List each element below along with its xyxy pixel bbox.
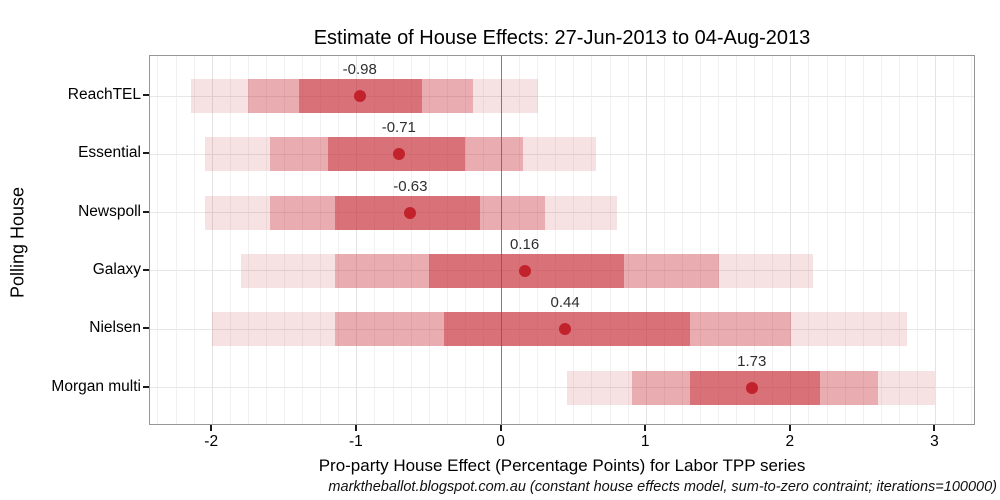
estimate-dot-galaxy [518, 264, 531, 277]
y-tick-label-newspoll: Newspoll [78, 202, 141, 220]
gridline-minor-vertical [953, 56, 955, 424]
gridline-minor-vertical [320, 56, 322, 424]
estimate-dot-reachtel [353, 90, 366, 102]
gridline-minor-vertical [229, 56, 231, 424]
gridline-minor-vertical [410, 56, 412, 424]
gridline-minor-vertical [446, 56, 448, 424]
gridline-major-vertical [934, 56, 936, 424]
gridline-minor-vertical [609, 56, 611, 424]
x-tick-label: 1 [640, 433, 650, 450]
gridline-horizontal [150, 270, 974, 272]
y-tick-label-nielsen: Nielsen [89, 319, 141, 337]
gridline-horizontal [150, 387, 974, 389]
gridline-minor-vertical [880, 56, 882, 424]
x-tick-mark [354, 425, 357, 431]
x-tick-label: -1 [348, 433, 363, 450]
estimate-label: 0.44 [550, 294, 580, 312]
gridline-minor-vertical [916, 56, 918, 424]
x-tick-mark [499, 425, 502, 431]
gridline-minor-vertical [808, 56, 810, 424]
zero-reference-line [500, 56, 503, 424]
x-tick-mark [644, 425, 647, 431]
estimate-dot-newspoll [404, 206, 417, 219]
estimate-label: 1.73 [737, 352, 767, 370]
gridline-minor-vertical [699, 56, 701, 424]
x-tick-label: 3 [930, 433, 939, 450]
gridline-major-vertical [356, 56, 358, 424]
gridline-horizontal [150, 212, 974, 214]
chart-title: Estimate of House Effects: 27-Jun-2013 t… [313, 27, 811, 49]
gridline-minor-vertical [519, 56, 521, 424]
gridline-minor-vertical [374, 56, 376, 424]
x-tick-label: -2 [204, 433, 219, 450]
y-tick-mark [143, 210, 149, 213]
x-tick-mark [210, 425, 213, 431]
y-tick-mark [143, 327, 149, 330]
gridline-horizontal [150, 153, 974, 155]
gridline-minor-vertical [392, 56, 394, 424]
y-tick-label-reachtel: ReachTEL [67, 86, 141, 103]
gridline-minor-vertical [482, 56, 484, 424]
gridline-minor-vertical [302, 56, 304, 424]
gridline-minor-vertical [428, 56, 430, 424]
estimate-dot-nielsen [559, 323, 572, 336]
gridline-minor-vertical [338, 56, 340, 424]
gridline-minor-vertical [464, 56, 466, 424]
y-tick-mark [143, 94, 149, 96]
y-axis-title: Polling House [7, 186, 28, 299]
gridline-minor-vertical [193, 56, 195, 424]
gridline-minor-vertical [772, 56, 774, 424]
gridline-major-vertical [790, 56, 792, 424]
x-tick-label: 0 [496, 433, 505, 450]
y-tick-label-galaxy: Galaxy [92, 260, 141, 278]
gridline-minor-vertical [627, 56, 629, 424]
estimate-label: -0.98 [342, 61, 377, 78]
gridline-minor-vertical [573, 56, 575, 424]
gridline-minor-vertical [247, 56, 249, 424]
gridline-major-vertical [645, 56, 647, 424]
gridline-major-vertical [211, 56, 213, 424]
gridline-minor-vertical [681, 56, 683, 424]
gridline-minor-vertical [971, 56, 973, 424]
estimate-label: -0.63 [393, 177, 428, 195]
x-tick-mark [933, 425, 936, 431]
gridline-minor-vertical [157, 56, 159, 424]
gridline-minor-vertical [265, 56, 267, 424]
estimate-label: -0.71 [381, 119, 416, 137]
gridline-minor-vertical [718, 56, 719, 424]
gridline-minor-vertical [537, 56, 539, 424]
gridline-horizontal [150, 95, 974, 97]
estimate-dot-essential [392, 148, 405, 161]
gridline-minor-vertical [284, 56, 286, 424]
y-tick-label-essential: Essential [78, 144, 141, 162]
gridline-minor-vertical [826, 56, 828, 424]
x-tick-mark [788, 425, 791, 431]
y-tick-label-morgan-multi: Morgan multi [51, 377, 141, 395]
estimate-dot-morgan-multi [745, 381, 758, 394]
gridline-minor-vertical [175, 56, 177, 424]
y-tick-mark [143, 385, 149, 388]
plot-panel: -0.98 -0.71 -0.63 0.16 0.44 1.73 [149, 55, 975, 425]
source-caption: marktheballot.blogspot.com.au (constant … [328, 479, 997, 495]
gridline-minor-vertical [862, 56, 864, 424]
gridline-minor-vertical [555, 56, 557, 424]
x-tick-label: 2 [785, 433, 795, 450]
estimate-label: 0.16 [510, 235, 540, 253]
gridline-minor-vertical [898, 56, 900, 424]
gridline-minor-vertical [591, 56, 593, 424]
gridline-minor-vertical [663, 56, 665, 424]
gridline-minor-vertical [736, 56, 738, 424]
y-tick-mark [143, 152, 149, 155]
gridline-minor-vertical [844, 56, 846, 424]
x-axis-title: Pro-party House Effect (Percentage Point… [318, 456, 806, 475]
gridline-minor-vertical [754, 56, 756, 424]
y-tick-mark [143, 268, 149, 271]
